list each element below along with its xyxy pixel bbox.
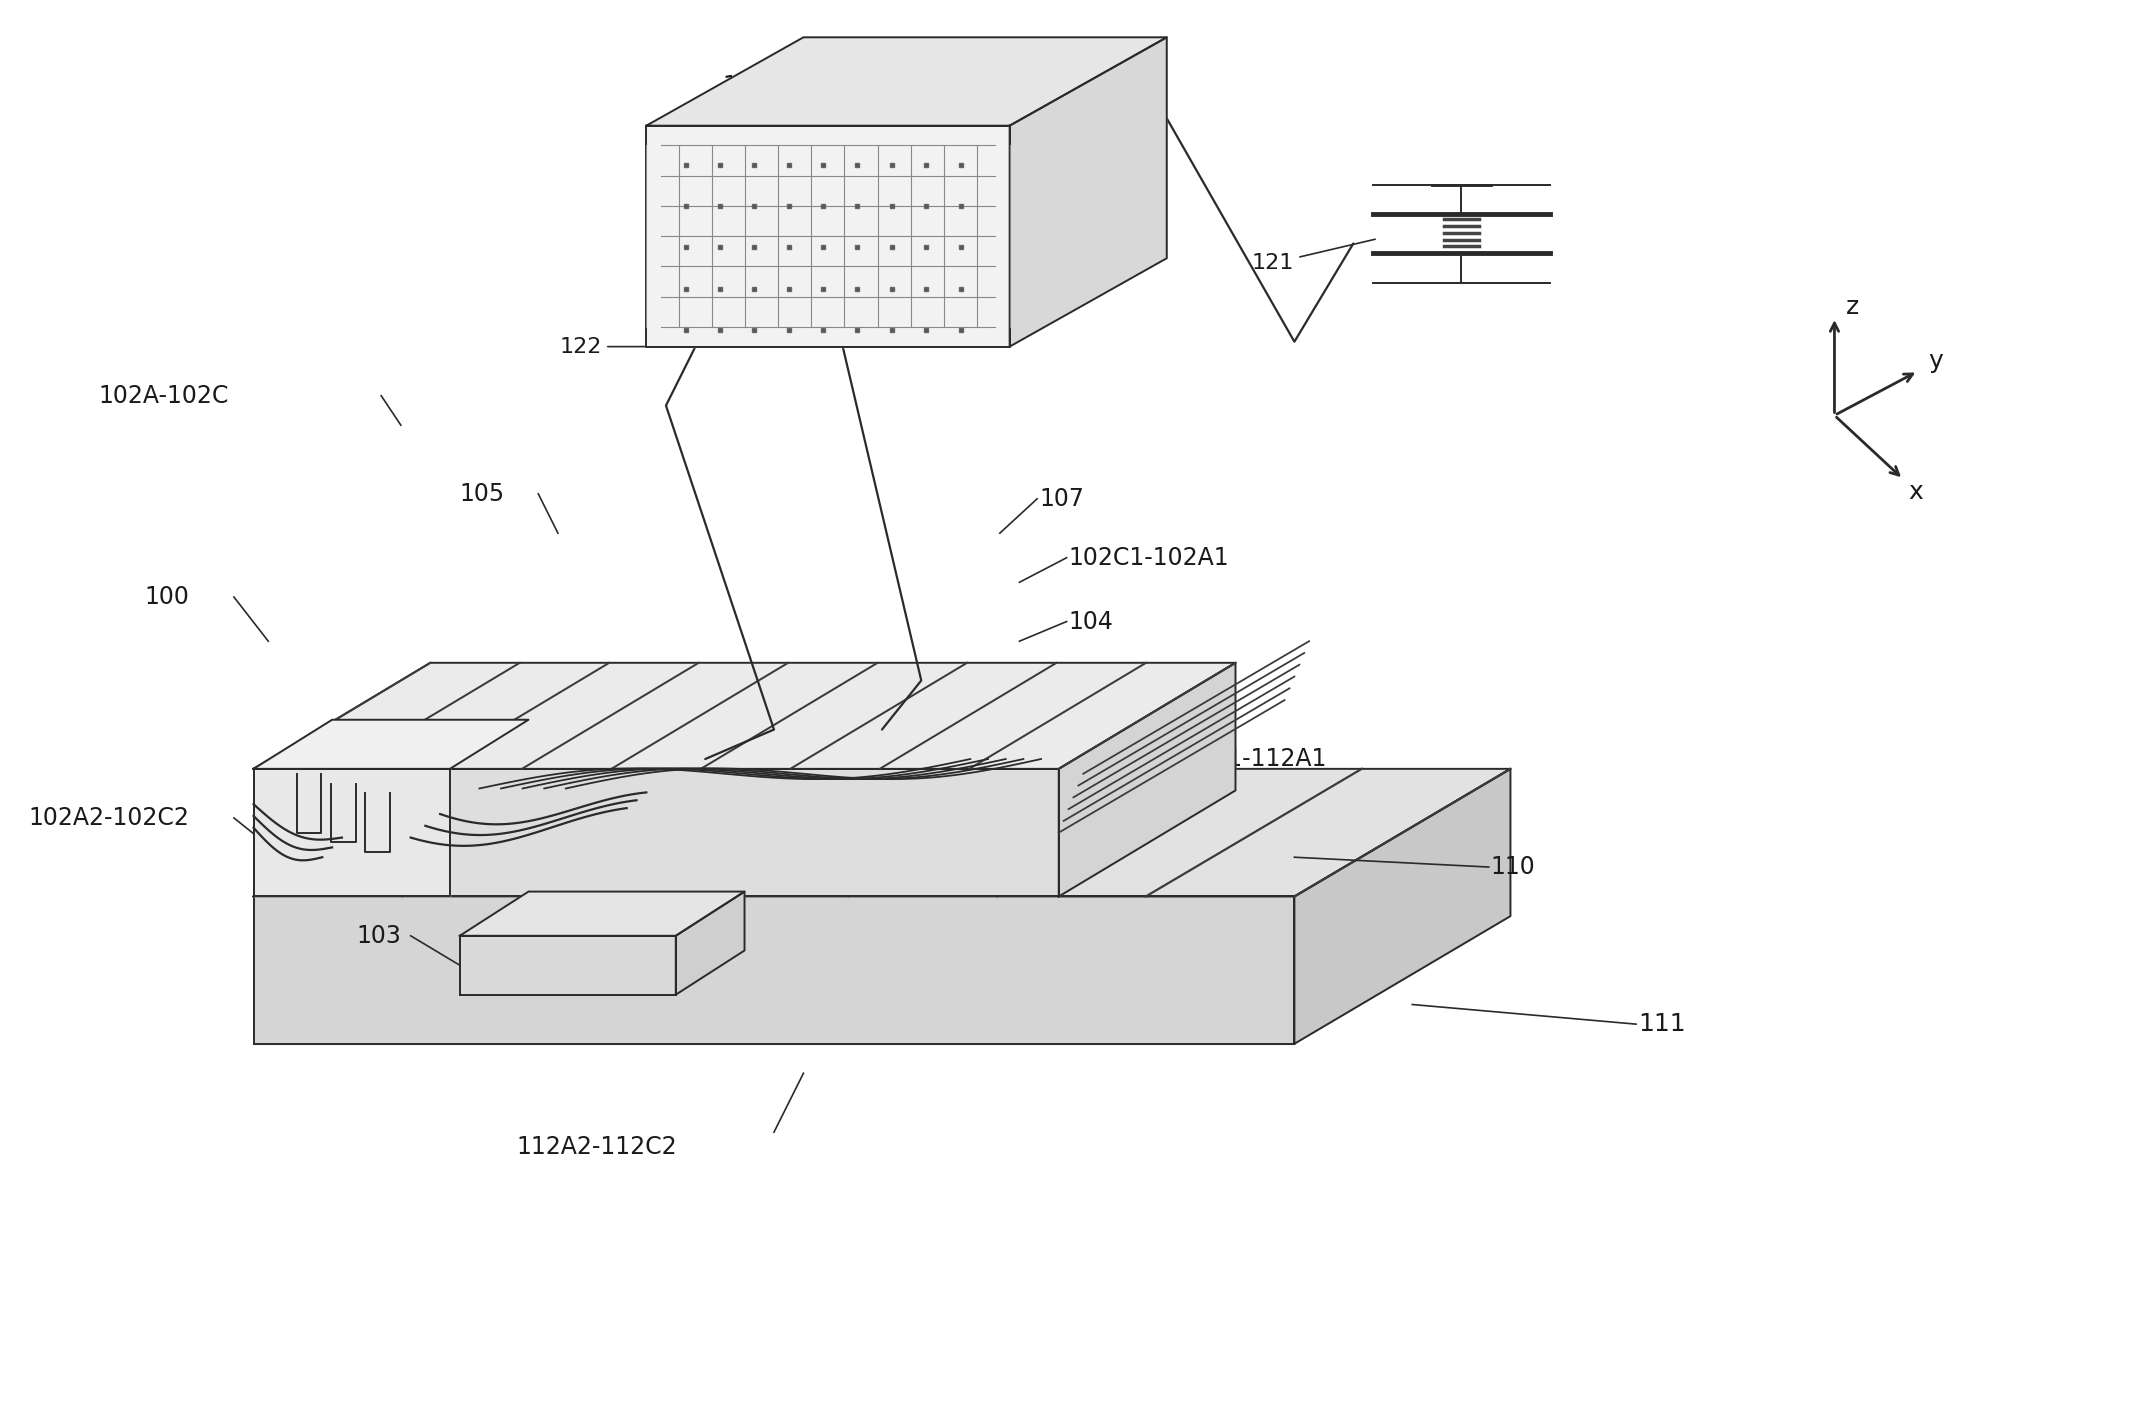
Text: 106: 106 [1068,668,1114,692]
Text: 121: 121 [1251,239,1374,273]
Polygon shape [254,897,1295,1043]
Polygon shape [459,936,676,994]
Text: 105: 105 [459,481,504,505]
Text: 100: 100 [144,585,190,609]
Polygon shape [459,891,745,936]
Text: 104: 104 [1068,610,1114,634]
Text: 111: 111 [1637,1012,1687,1036]
Polygon shape [254,770,1060,897]
Text: 103: 103 [355,923,401,947]
Text: 102C1-102A1: 102C1-102A1 [1068,545,1230,569]
Polygon shape [676,891,745,994]
Polygon shape [646,37,1167,126]
Text: 112A2-112C2: 112A2-112C2 [517,1135,679,1159]
Polygon shape [254,770,450,897]
Polygon shape [646,126,1010,346]
Text: 112C1-112A1: 112C1-112A1 [1167,747,1327,771]
Polygon shape [1060,662,1236,897]
Text: 102A2-102C2: 102A2-102C2 [28,806,190,830]
Polygon shape [1295,770,1510,1043]
Text: 120: 120 [722,75,801,128]
Text: 110: 110 [1491,856,1536,880]
Text: z: z [1846,295,1859,319]
Text: x: x [1908,480,1924,504]
Polygon shape [254,770,1510,897]
Polygon shape [254,662,1236,770]
Text: y: y [1928,349,1943,373]
Polygon shape [254,720,528,770]
Text: 107: 107 [1038,487,1083,511]
Text: 102A-102C: 102A-102C [99,384,228,408]
Text: 122: 122 [560,336,663,357]
Polygon shape [1010,37,1167,346]
